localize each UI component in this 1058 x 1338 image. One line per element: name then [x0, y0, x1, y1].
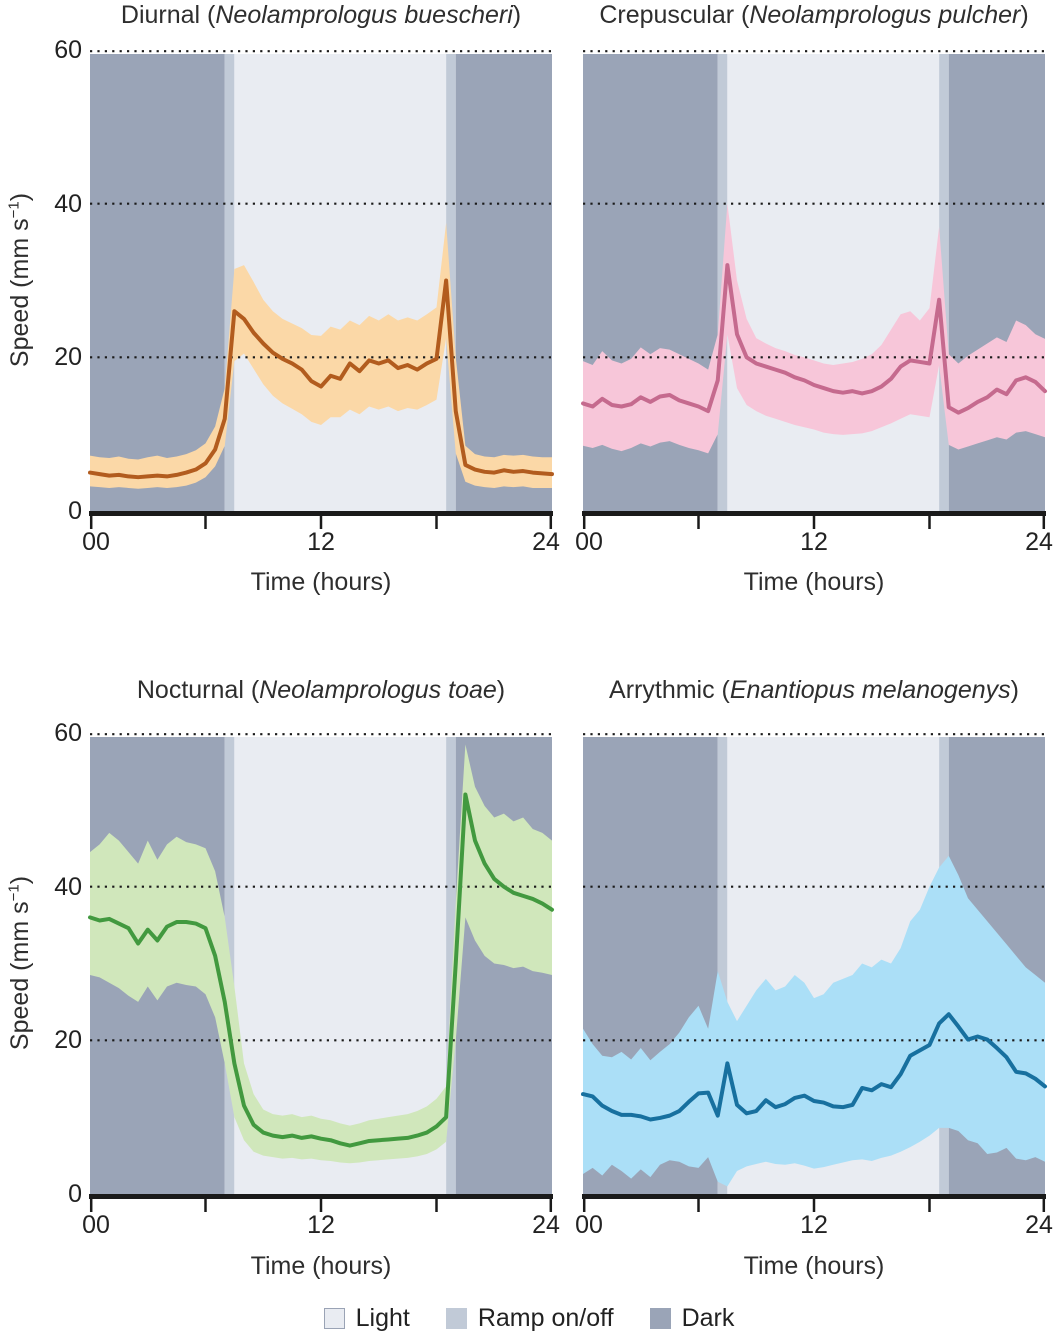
confidence-band [583, 855, 1045, 1187]
title-prefix: Diurnal ( [120, 1, 216, 29]
legend-label: Dark [681, 1304, 735, 1332]
x-axis-label: Time (hours) [250, 568, 392, 596]
x-tick-label: 00 [575, 528, 603, 556]
y-tick-label: 60 [54, 36, 82, 64]
legend-item-ramp: Ramp on/off [445, 1304, 614, 1333]
y-tick-label: 0 [68, 1180, 82, 1208]
title-suffix: ) [496, 676, 506, 704]
y-axis-label-close: ) [6, 875, 34, 885]
legend-item-light: Light [323, 1304, 410, 1333]
x-axis-line [582, 1194, 1046, 1199]
species-name: Neolamprologus toae [259, 676, 497, 704]
y-tick-label: 40 [54, 873, 82, 901]
species-name: Neolamprologus buescheri [215, 1, 513, 29]
y-tick-label: 0 [68, 497, 82, 525]
y-tick-label: 60 [54, 719, 82, 747]
panel-title-diurnal: Diurnal (Neolamprologus buescheri) [90, 1, 552, 29]
legend-label: Ramp on/off [477, 1304, 614, 1332]
y-tick-label: 20 [54, 1026, 82, 1054]
x-tick-label: 24 [1025, 1211, 1053, 1239]
confidence-band [583, 203, 1045, 454]
x-tick-label: 24 [532, 1211, 560, 1239]
y-axis-label-bottom: Speed (mm s−1) [5, 813, 35, 1113]
plot-nocturnal [88, 733, 554, 1212]
species-name: Enantiopus melanogenys [729, 676, 1011, 704]
title-prefix: Arrythmic ( [609, 676, 730, 704]
x-axis-line [582, 511, 1046, 516]
mean-line [581, 263, 1047, 415]
light-swatch-icon [323, 1308, 345, 1329]
panel-title-nocturnal: Nocturnal (Neolamprologus toae) [90, 676, 552, 704]
mean-line [88, 792, 554, 1148]
legend-item-dark: Dark [649, 1304, 735, 1333]
panel-title-arrhythmic: Arrythmic (Enantiopus melanogenys) [583, 676, 1045, 704]
x-axis-line [89, 1194, 553, 1199]
species-name: Neolamprologus pulcher [749, 1, 1021, 29]
legend-label: Light [355, 1304, 410, 1332]
confidence-band [90, 744, 552, 1164]
y-axis-label-close: ) [6, 192, 34, 202]
title-suffix: ) [512, 1, 522, 29]
x-axis-line [89, 511, 553, 516]
bg-ramp-on [224, 54, 235, 511]
x-tick-label: 12 [800, 528, 828, 556]
y-tick-label: 20 [54, 343, 82, 371]
plot-crepuscular [581, 50, 1047, 529]
x-tick-label: 12 [800, 1211, 828, 1239]
x-tick-label: 24 [1025, 528, 1053, 556]
y-tick-label: 40 [54, 190, 82, 218]
title-suffix: ) [1020, 1, 1029, 29]
plot-diurnal [88, 50, 554, 529]
x-tick-label: 00 [82, 528, 110, 556]
y-axis-label-text: Speed (mm s [6, 218, 34, 368]
x-axis-label: Time (hours) [743, 1252, 885, 1280]
x-tick-label: 00 [82, 1211, 110, 1239]
panel-title-crepuscular: Crepuscular (Neolamprologus pulcher) [583, 1, 1045, 29]
y-axis-label-sup: −1 [5, 201, 23, 219]
mean-line [581, 1012, 1047, 1122]
x-tick-label: 12 [307, 528, 335, 556]
plot-arrhythmic [581, 733, 1047, 1212]
bg-light [234, 54, 447, 511]
bg-ramp-off [446, 54, 456, 511]
x-axis-label: Time (hours) [743, 568, 885, 596]
bg-dark-early [90, 54, 225, 511]
bg-light [727, 54, 940, 511]
legend: Light Ramp on/off Dark [0, 1304, 1058, 1333]
title-prefix: Nocturnal ( [136, 676, 260, 704]
bg-ramp-off [939, 54, 949, 511]
y-axis-label-top: Speed (mm s−1) [5, 130, 35, 430]
bg-dark-late [455, 54, 552, 511]
confidence-band [90, 222, 552, 489]
bg-ramp-on [717, 737, 728, 1194]
x-tick-label: 12 [307, 1211, 335, 1239]
bg-ramp-off [446, 737, 456, 1194]
x-tick-label: 24 [532, 528, 560, 556]
ramp-swatch-icon [445, 1308, 467, 1329]
title-prefix: Crepuscular ( [599, 1, 750, 29]
y-axis-label-text: Speed (mm s [6, 901, 34, 1051]
y-axis-label-sup: −1 [5, 884, 23, 902]
mean-line [88, 278, 554, 480]
dark-swatch-icon [649, 1308, 671, 1329]
title-suffix: ) [1010, 676, 1019, 704]
x-tick-label: 00 [575, 1211, 603, 1239]
x-axis-label: Time (hours) [250, 1252, 392, 1280]
